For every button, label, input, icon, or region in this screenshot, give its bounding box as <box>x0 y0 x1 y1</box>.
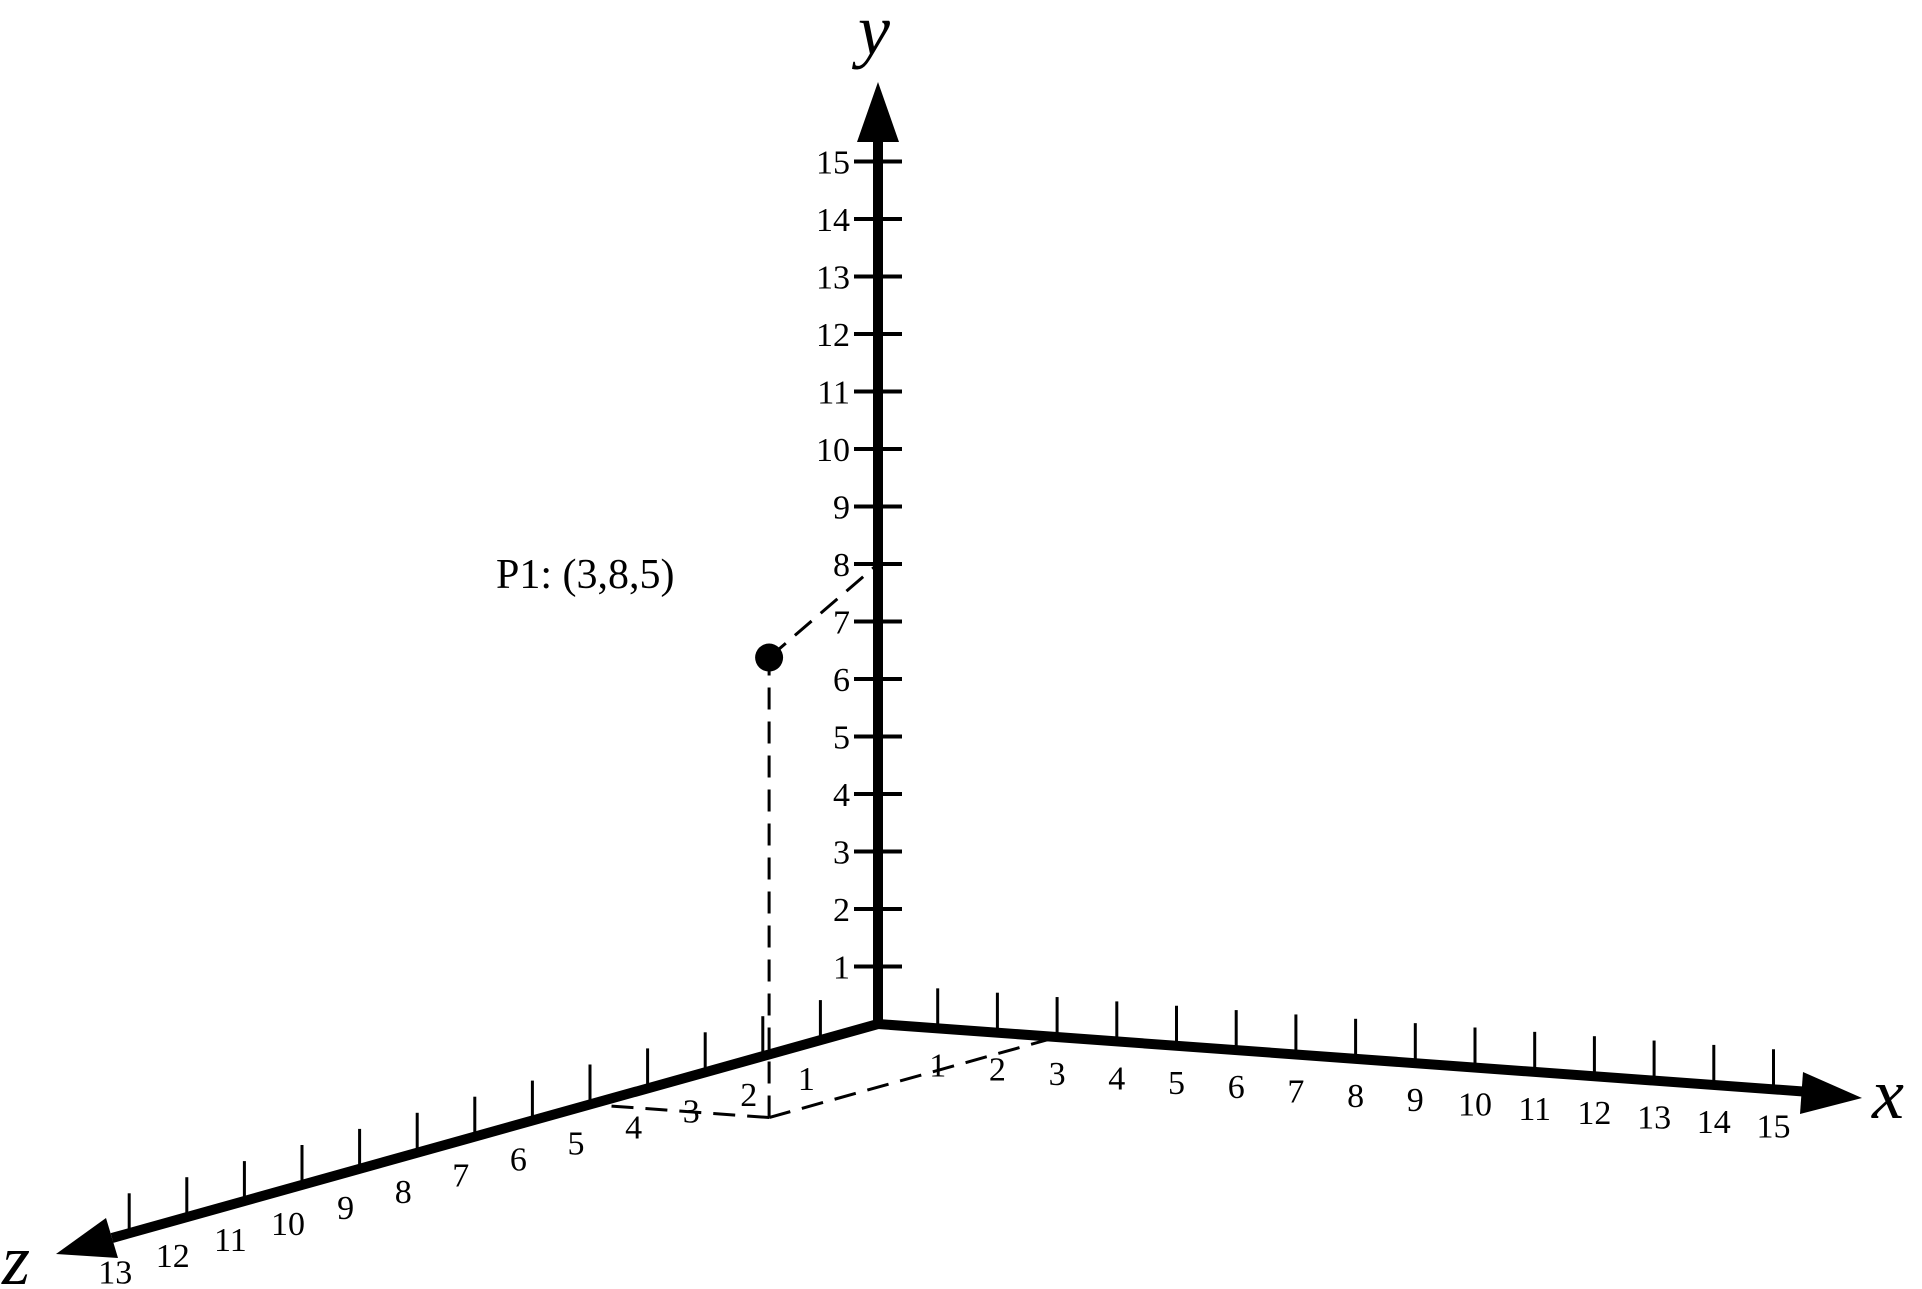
z-axis-tick-label: 7 <box>452 1158 469 1195</box>
y-axis-arrowhead <box>857 82 899 142</box>
y-axis-tick-label: 4 <box>833 777 850 814</box>
z-axis-tick-label: 1 <box>798 1061 815 1098</box>
x-axis-tick-label: 3 <box>1049 1056 1066 1093</box>
x-axis-tick-label: 7 <box>1287 1073 1304 1110</box>
z-axis-tick-label: 5 <box>568 1126 585 1163</box>
x-axis-tick-label: 8 <box>1347 1078 1364 1115</box>
point-p1-marker <box>755 643 784 672</box>
x-axis-tick-label: 14 <box>1697 1104 1731 1141</box>
x-axis-line <box>877 1019 1811 1097</box>
y-axis-tick-label: 2 <box>833 892 850 929</box>
y-axis-tick-label: 10 <box>816 432 850 469</box>
z-axis-tick-label: 11 <box>214 1222 247 1259</box>
z-axis-tick-label: 8 <box>395 1174 412 1211</box>
x-axis-arrowhead <box>1800 1072 1862 1114</box>
z-axis-tick-label: 6 <box>510 1142 527 1179</box>
z-axis-tick-label: 3 <box>683 1093 700 1130</box>
y-axis-tick-label: 1 <box>833 950 850 987</box>
z-axis-line <box>110 1019 880 1243</box>
x-axis-tick-label: 5 <box>1168 1065 1185 1102</box>
y-axis-tick-label: 13 <box>816 260 850 297</box>
y-axis-tick-label: 12 <box>816 317 850 354</box>
x-axis-tick-label: 12 <box>1577 1095 1611 1132</box>
x-axis-tick-label: 1 <box>929 1047 946 1084</box>
z-axis-tick-label: 10 <box>271 1206 305 1243</box>
y-axis-tick-label: 11 <box>817 375 850 412</box>
y-axis-tick-label: 14 <box>816 202 850 239</box>
z-axis-tick-label: 12 <box>156 1238 190 1275</box>
x-axis-tick-label: 11 <box>1518 1091 1551 1128</box>
x-axis-tick-label: 6 <box>1228 1069 1245 1106</box>
z-projection-line <box>589 1103 770 1120</box>
y-axis-tick-label: 6 <box>833 662 850 699</box>
projection-guides <box>589 562 1058 1120</box>
z-axis-label: z <box>1 1220 30 1289</box>
z-axis-tick-label: 4 <box>625 1109 642 1146</box>
y-axis-tick-label: 5 <box>833 720 850 757</box>
x-projection-line <box>768 1035 1058 1119</box>
y-axis-tick-label: 9 <box>833 490 850 527</box>
y-axis-tick-label: 8 <box>833 547 850 584</box>
z-axis-tick-label: 9 <box>337 1190 354 1227</box>
x-axis-label: x <box>1871 1054 1904 1134</box>
y-axis-tick-label: 3 <box>833 835 850 872</box>
tick-marks <box>127 159 1775 1234</box>
z-axis-tick-label: 2 <box>740 1077 757 1114</box>
z-axis-tick-label: 13 <box>98 1254 132 1289</box>
y-axis-tick-label: 15 <box>816 145 850 182</box>
y-axis-label: y <box>851 0 890 70</box>
x-axis-tick-label: 9 <box>1407 1082 1424 1119</box>
x-axis-tick-label: 4 <box>1108 1060 1125 1097</box>
x-axis-tick-label: 13 <box>1637 1100 1671 1137</box>
x-axis-tick-label: 15 <box>1757 1108 1791 1145</box>
x-axis-tick-label: 10 <box>1458 1087 1492 1124</box>
axes-group <box>56 82 1862 1258</box>
y-axis-tick-label: 7 <box>833 605 850 642</box>
z-axis-arrowhead <box>56 1218 118 1258</box>
x-axis-tick-label: 2 <box>989 1052 1006 1089</box>
point-p1-label: P1: (3,8,5) <box>496 552 675 598</box>
y-projection-line <box>768 562 879 659</box>
